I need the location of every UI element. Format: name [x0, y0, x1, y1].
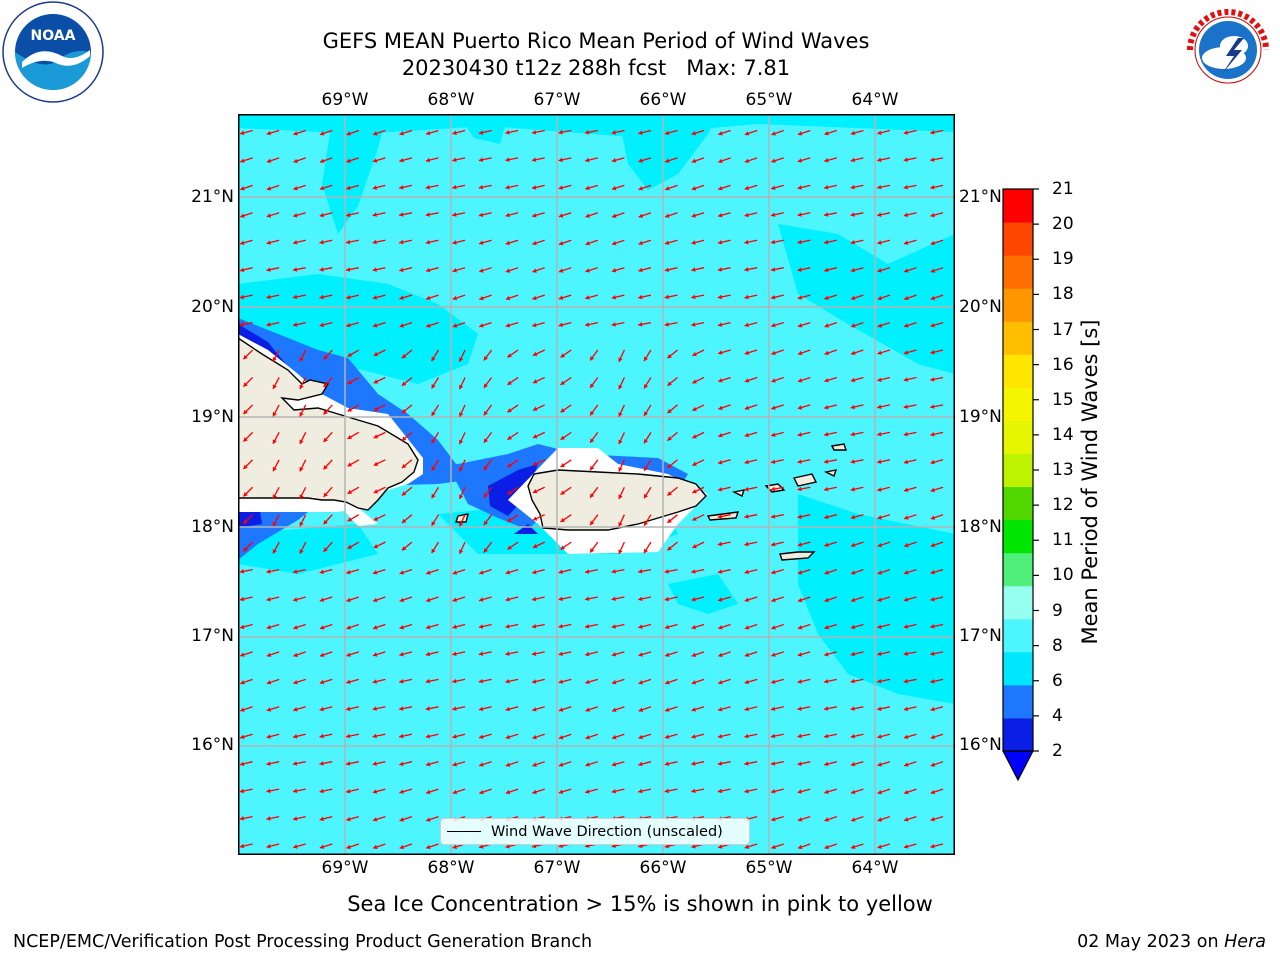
lat-tick-left: 20°N	[154, 297, 234, 317]
colorbar-block	[1003, 520, 1033, 554]
lat-tick-right: 18°N	[959, 517, 1002, 537]
lon-tick-top: 64°W	[835, 90, 915, 110]
wind-wave-map	[238, 114, 955, 855]
lat-tick-right: 19°N	[959, 407, 1002, 427]
lat-tick-left: 16°N	[154, 735, 234, 755]
colorbar-block	[1003, 420, 1033, 454]
colorbar-tick-label: 21	[1052, 179, 1074, 199]
colorbar-block	[1003, 453, 1033, 487]
colorbar-tick-label: 17	[1052, 320, 1074, 340]
colorbar-under-triangle	[1003, 751, 1033, 780]
colorbar-tick-label: 2	[1052, 741, 1063, 761]
chart-subtitle: 20230430 t12z 288h fcst Max: 7.81	[0, 55, 1192, 81]
lat-tick-left: 18°N	[154, 517, 234, 537]
colorbar-block	[1003, 586, 1033, 620]
colorbar-block	[1003, 619, 1033, 653]
lon-tick-bottom: 66°W	[623, 858, 703, 878]
lon-tick-top: 69°W	[305, 90, 385, 110]
colorbar-blocks	[1003, 189, 1033, 752]
map-panel	[238, 114, 955, 855]
colorbar-tick-marks	[1033, 189, 1039, 751]
sea-ice-caption: Sea Ice Concentration > 15% is shown in …	[0, 892, 1280, 916]
colorbar-tick-label: 19	[1052, 249, 1074, 269]
lat-tick-left: 19°N	[154, 407, 234, 427]
colorbar-block	[1003, 652, 1033, 686]
colorbar-tick-label: 8	[1052, 636, 1063, 656]
map-legend: Wind Wave Direction (unscaled)	[440, 818, 750, 845]
lon-tick-bottom: 68°W	[411, 858, 491, 878]
colorbar-tick-label: 4	[1052, 706, 1063, 726]
lon-tick-top: 65°W	[729, 90, 809, 110]
colorbar-tick-label: 16	[1052, 355, 1074, 375]
colorbar-block	[1003, 222, 1033, 256]
lat-tick-right: 16°N	[959, 735, 1002, 755]
legend-line-icon	[447, 831, 481, 832]
footer-machine: Hera	[1224, 932, 1266, 952]
lon-tick-bottom: 67°W	[517, 858, 597, 878]
lon-tick-bottom: 69°W	[305, 858, 385, 878]
colorbar-block	[1003, 354, 1033, 388]
colorbar-tick-label: 6	[1052, 671, 1063, 691]
lat-tick-right: 21°N	[959, 187, 1002, 207]
lon-tick-bottom: 65°W	[729, 858, 809, 878]
colorbar-block	[1003, 553, 1033, 587]
svg-text:NOAA: NOAA	[31, 28, 76, 44]
colorbar-tick-label: 20	[1052, 214, 1074, 234]
colorbar-block	[1003, 321, 1033, 355]
colorbar-block	[1003, 255, 1033, 289]
colorbar-tick-label: 10	[1052, 565, 1074, 585]
lat-tick-right: 20°N	[959, 297, 1002, 317]
colorbar-block	[1003, 685, 1033, 719]
lat-tick-left: 17°N	[154, 626, 234, 646]
colorbar-block	[1003, 718, 1033, 752]
colorbar-block	[1003, 288, 1033, 322]
lon-tick-top: 67°W	[517, 90, 597, 110]
chart-title: GEFS MEAN Puerto Rico Mean Period of Win…	[0, 28, 1192, 54]
colorbar-tick-label: 15	[1052, 390, 1074, 410]
lat-tick-right: 17°N	[959, 626, 1002, 646]
lon-tick-bottom: 64°W	[835, 858, 915, 878]
colorbar-tick-label: 14	[1052, 425, 1074, 445]
colorbar-block	[1003, 387, 1033, 421]
colorbar-tick-label: 12	[1052, 495, 1074, 515]
colorbar-label: Mean Period of Wind Waves [s]	[1078, 302, 1102, 662]
footer-date: 02 May 2023 on Hera	[1077, 932, 1266, 952]
nws-logo	[1176, 0, 1280, 104]
noaa-logo: NOAA	[0, 0, 106, 106]
colorbar-tick-label: 11	[1052, 530, 1074, 550]
colorbar-block	[1003, 487, 1033, 521]
colorbar	[1000, 186, 1040, 786]
lon-tick-top: 68°W	[411, 90, 491, 110]
colorbar-tick-label: 13	[1052, 460, 1074, 480]
lat-tick-left: 21°N	[154, 187, 234, 207]
colorbar-block	[1003, 189, 1033, 223]
colorbar-tick-label: 18	[1052, 284, 1074, 304]
colorbar-tick-label: 9	[1052, 601, 1063, 621]
footer-date-text: 02 May 2023 on	[1077, 932, 1218, 952]
footer-branch: NCEP/EMC/Verification Post Processing Pr…	[13, 932, 592, 952]
legend-label: Wind Wave Direction (unscaled)	[491, 824, 723, 840]
lon-tick-top: 66°W	[623, 90, 703, 110]
